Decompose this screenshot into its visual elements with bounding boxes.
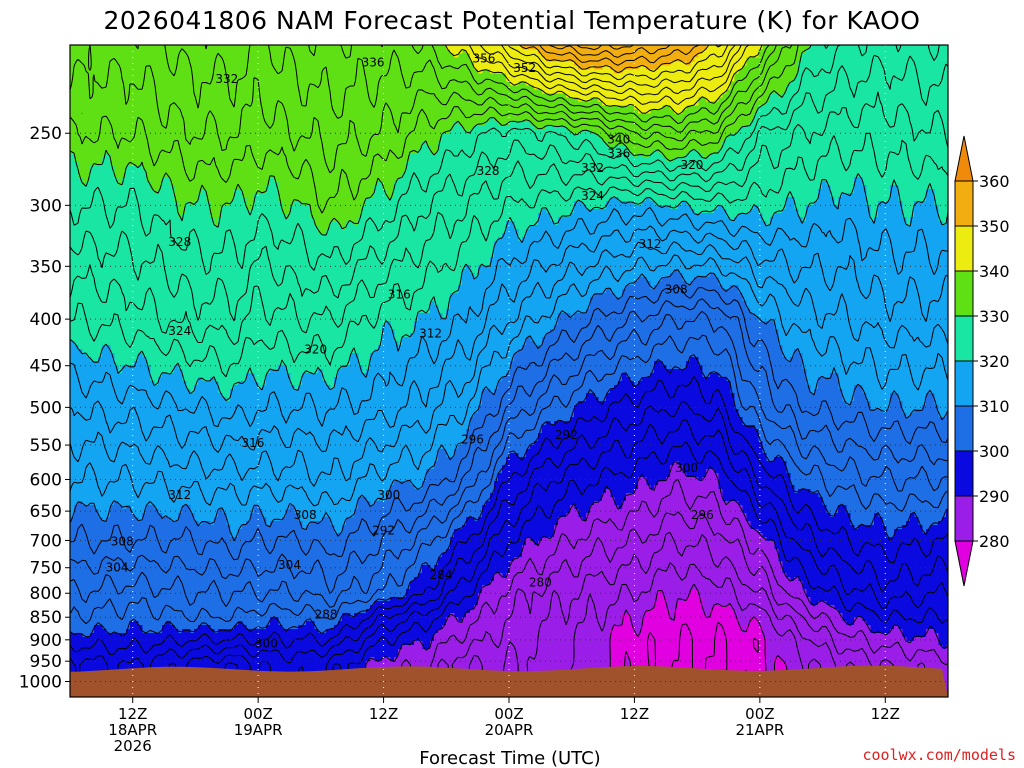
- contour-label: 324: [581, 189, 604, 203]
- colorbar-tick-label: 350: [979, 217, 1010, 236]
- contour-label: 292: [372, 524, 395, 538]
- contour-label: 312: [168, 488, 191, 502]
- contour-label: 312: [639, 237, 662, 251]
- colorbar-tick-label: 360: [979, 172, 1010, 191]
- pressure-tick-label: 450: [30, 357, 62, 377]
- time-tick-label: 12Z: [620, 705, 649, 723]
- contour-label: 304: [278, 558, 301, 572]
- colorbar: 280 290 300 310 320 330 340 350 360: [954, 135, 1010, 587]
- colorbar-segment: [954, 405, 974, 452]
- theta-band-fill: [522, 45, 707, 74]
- contour-label: 308: [294, 508, 317, 522]
- x-axis-label: Forecast Time (UTC): [419, 748, 600, 768]
- contour-label: 284: [430, 568, 453, 582]
- contour-label: 288: [315, 607, 338, 621]
- contour-label: 356: [472, 52, 495, 66]
- colorbar-segment: [954, 360, 974, 407]
- theta-band-fill: [70, 45, 949, 402]
- contour-label: 316: [388, 288, 411, 302]
- grid-lines: [70, 45, 948, 697]
- pressure-tick-label: 900: [30, 631, 62, 651]
- time-tick-label: 2026: [114, 737, 152, 755]
- contour-label: 332: [215, 72, 238, 86]
- contour-label: 324: [168, 324, 191, 338]
- pressure-tick-label: 850: [30, 608, 62, 628]
- time-tick-label: 12Z: [369, 705, 398, 723]
- chart-title: 2026041806 NAM Forecast Potential Temper…: [104, 6, 921, 35]
- contour-label: 352: [513, 61, 536, 75]
- colorbar-segment: [954, 495, 974, 542]
- contour-label: 280: [529, 576, 552, 590]
- colorbar-segment: [954, 135, 974, 182]
- contour-label: 300: [255, 636, 278, 650]
- time-tick-label: 00Z: [745, 705, 774, 723]
- contour-label: 332: [581, 161, 604, 175]
- colorbar-segment: [954, 450, 974, 497]
- contour-label: 308: [111, 535, 134, 549]
- contour-label: 300: [377, 488, 400, 502]
- contour-label: 292: [555, 428, 578, 442]
- contour-label: 336: [362, 55, 385, 69]
- colorbar-tick-label: 320: [979, 352, 1010, 371]
- pressure-tick-label: 250: [30, 124, 62, 144]
- pressure-tick-label: 650: [30, 502, 62, 522]
- time-tick-label: 00Z: [243, 705, 272, 723]
- colorbar-tick-label: 280: [979, 532, 1010, 551]
- colorbar-tick-label: 340: [979, 262, 1010, 281]
- pressure-tick-label: 750: [30, 559, 62, 579]
- contour-label: 336: [607, 146, 630, 160]
- colorbar-segment: [954, 225, 974, 272]
- time-tick-label: 19APR: [234, 721, 283, 739]
- colorbar-tick-label: 310: [979, 397, 1010, 416]
- time-tick-label: 20APR: [485, 721, 534, 739]
- colorbar-tick-label: 300: [979, 442, 1010, 461]
- pressure-tick-label: 350: [30, 257, 62, 277]
- colorbar-segment: [954, 540, 974, 587]
- colorbar-segment: [954, 270, 974, 317]
- contour-label: 340: [607, 133, 630, 147]
- contour-label: 304: [106, 561, 129, 575]
- theta-filled-bands: [70, 45, 949, 698]
- colorbar-tick-label: 330: [979, 307, 1010, 326]
- pressure-tick-label: 950: [30, 652, 62, 672]
- contour-label: 296: [691, 508, 714, 522]
- time-tick-label: 00Z: [494, 705, 523, 723]
- pressure-tick-label: 300: [30, 196, 62, 216]
- time-tick-label: 18APR: [108, 721, 157, 739]
- pressure-tick-label: 800: [30, 584, 62, 604]
- colorbar-tick-label: 290: [979, 487, 1010, 506]
- credit-text: coolwx.com/models: [862, 746, 1016, 764]
- contour-label: 296: [461, 432, 484, 446]
- colorbar-segment: [954, 180, 974, 227]
- pressure-tick-label: 1000: [19, 672, 62, 692]
- pressure-tick-label: 550: [30, 436, 62, 456]
- pressure-tick-label: 700: [30, 531, 62, 551]
- time-tick-label: 12Z: [871, 705, 900, 723]
- pressure-tick-label: 600: [30, 470, 62, 490]
- pressure-axis: 250 300 350 400 450 500 550 600 650 700 750 800 850 9…: [19, 124, 70, 692]
- contour-label: 308: [665, 282, 688, 296]
- contour-label: 300: [675, 461, 698, 475]
- pressure-tick-label: 400: [30, 310, 62, 330]
- contour-label: 328: [168, 235, 191, 249]
- time-tick-label: 21APR: [735, 721, 784, 739]
- contour-label: 320: [304, 343, 327, 357]
- time-tick-label: 12Z: [118, 705, 147, 723]
- contour-label: 320: [680, 158, 703, 172]
- contour-label: 312: [419, 327, 442, 341]
- pressure-tick-label: 500: [30, 398, 62, 418]
- colorbar-segment: [954, 315, 974, 362]
- contour-label: 316: [241, 436, 264, 450]
- contour-label: 328: [477, 164, 500, 178]
